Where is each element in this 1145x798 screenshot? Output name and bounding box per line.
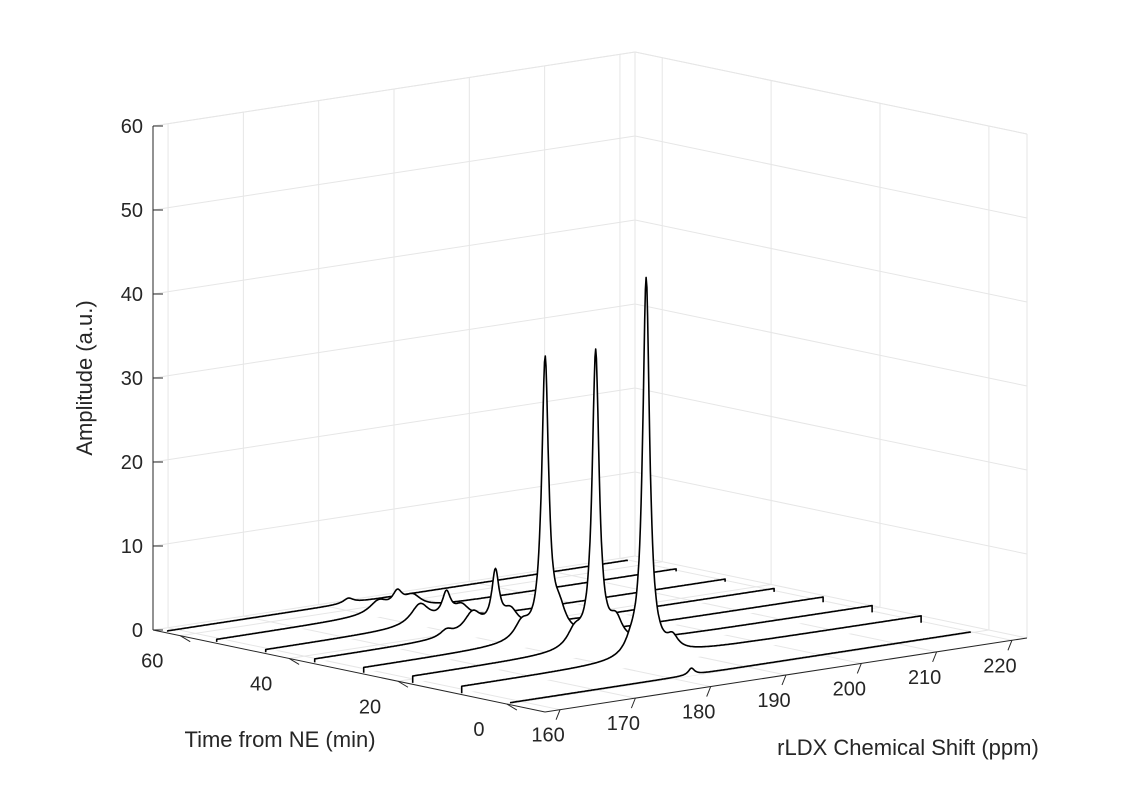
grid-line-z-side xyxy=(634,135,1028,219)
y-tick xyxy=(506,703,518,711)
x-tick xyxy=(856,663,862,674)
grid-line-z-side xyxy=(634,219,1028,303)
y-tick xyxy=(288,658,300,665)
z-axis-title: Amplitude (a.u.) xyxy=(72,300,97,455)
z-tick-label: 10 xyxy=(121,536,143,558)
grid-line-z-side xyxy=(634,471,1028,555)
y-tick-label: 60 xyxy=(141,651,163,673)
x-tick xyxy=(932,651,938,663)
frame-edge xyxy=(152,51,636,127)
grid-line-z-side xyxy=(634,387,1028,471)
spectrum-trace xyxy=(460,276,922,694)
z-tick-label: 0 xyxy=(132,620,143,642)
traces-layer xyxy=(166,276,971,704)
y-tick-label: 40 xyxy=(250,673,272,695)
y-axis-line xyxy=(152,629,546,713)
labels-layer: 160 170 180 190 200 210 220 0 20 40 60 0 10 20 30 40 50 6… xyxy=(121,116,1017,747)
x-axis-title: rLDX Chemical Shift (ppm) xyxy=(777,735,1039,760)
y-tick-label: 20 xyxy=(359,696,381,718)
y-tick xyxy=(179,635,191,643)
axes-layer xyxy=(152,125,1028,720)
x-tick xyxy=(630,697,636,709)
x-tick-label: 160 xyxy=(531,725,564,747)
y-axis-title: Time from NE (min) xyxy=(184,727,375,752)
y-tick-label: 0 xyxy=(473,719,484,741)
x-tick xyxy=(1007,640,1013,651)
x-tick-label: 190 xyxy=(757,690,790,712)
x-tick-label: 200 xyxy=(833,678,866,700)
x-tick xyxy=(706,686,712,697)
spectrum-trace xyxy=(509,631,971,704)
x-tick-label: 170 xyxy=(607,713,640,735)
grid-line-z-side xyxy=(634,555,1028,639)
x-tick-label: 210 xyxy=(908,667,941,689)
frame-edge xyxy=(634,51,1028,135)
y-tick xyxy=(397,680,409,688)
x-tick-label: 220 xyxy=(983,655,1016,677)
z-tick-label: 50 xyxy=(121,200,143,222)
x-tick xyxy=(781,674,787,686)
x-tick-label: 180 xyxy=(682,702,715,724)
z-tick-label: 20 xyxy=(121,452,143,474)
grid-line-z-side xyxy=(634,303,1028,387)
grid-line-y-floor xyxy=(506,629,989,705)
z-tick-label: 30 xyxy=(121,368,143,390)
z-tick-label: 40 xyxy=(121,284,143,306)
x-tick xyxy=(555,709,561,720)
grid-layer xyxy=(152,51,1028,711)
z-tick-label: 60 xyxy=(121,116,143,138)
